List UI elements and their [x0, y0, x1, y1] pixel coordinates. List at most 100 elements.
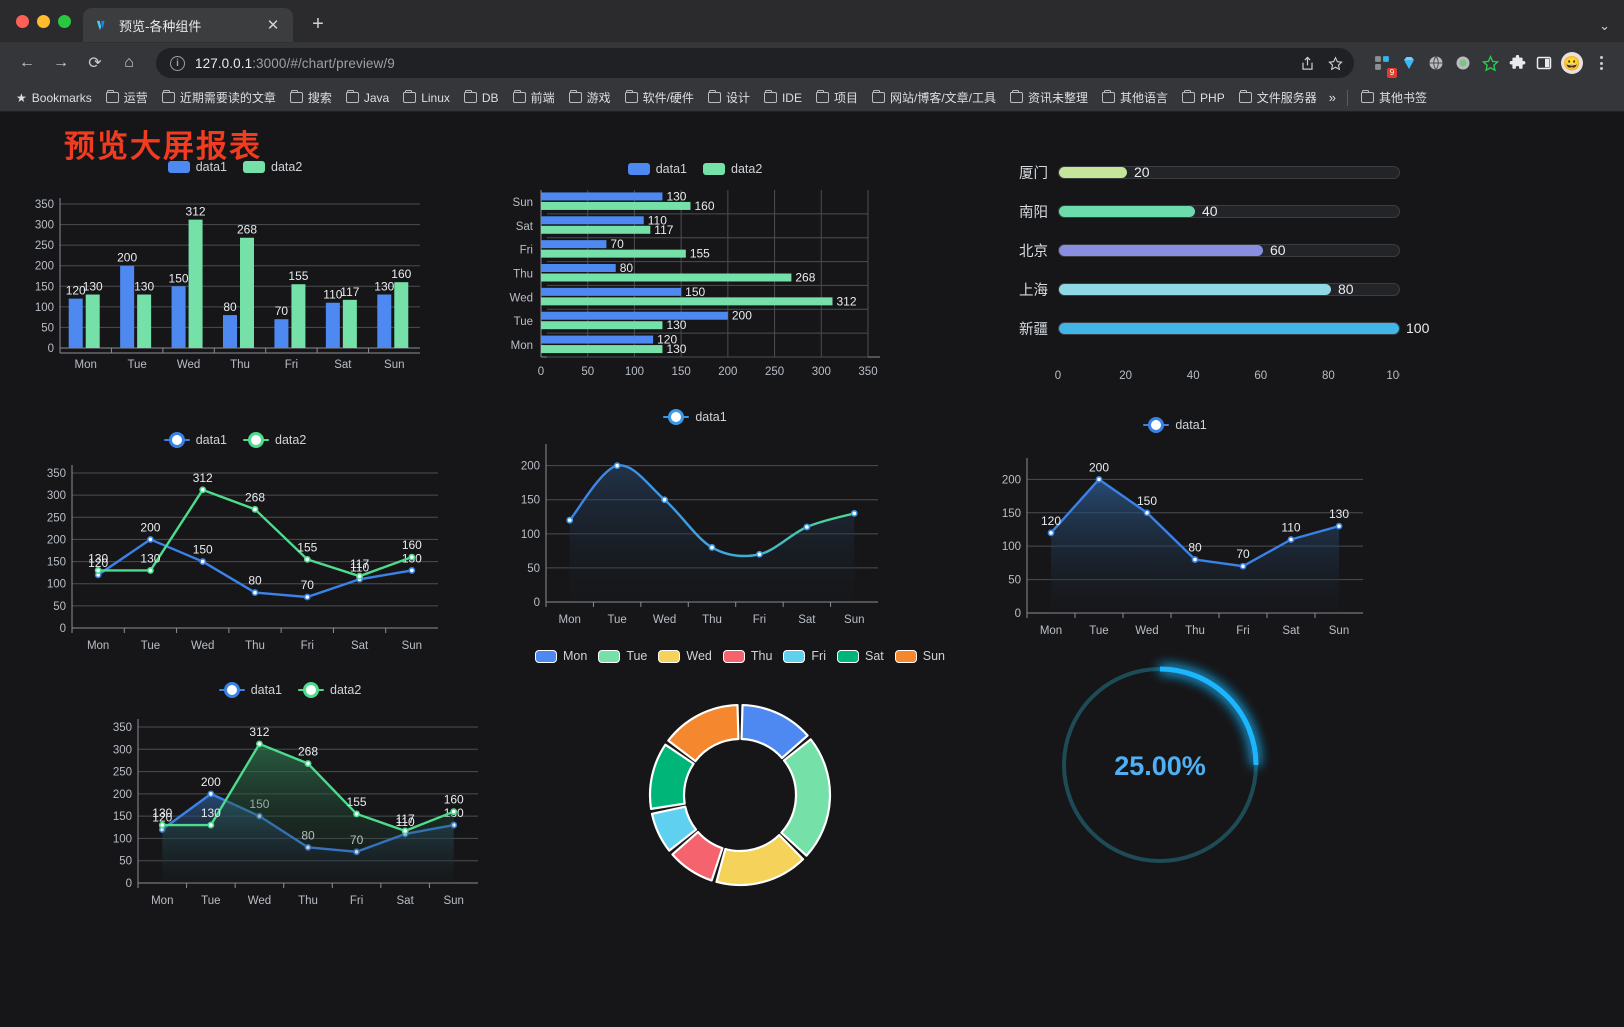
legend-item-mon[interactable]: Mon	[534, 649, 587, 663]
legend-item-thu[interactable]: Thu	[722, 649, 772, 663]
sidebar-icon[interactable]	[1534, 53, 1554, 73]
legend-swatch-icon	[722, 649, 745, 663]
bookmark-folder[interactable]: 搜索	[284, 87, 338, 108]
share-icon[interactable]	[1294, 50, 1320, 76]
y-tick-label: 50	[41, 322, 54, 334]
data-point	[1095, 475, 1103, 483]
back-button[interactable]: ←	[19, 54, 35, 71]
folder-icon	[707, 89, 721, 103]
progress-track[interactable]: 60	[1058, 242, 1400, 258]
bookmark-star-icon[interactable]	[1322, 50, 1348, 76]
bookmark-folder[interactable]: Java	[340, 89, 395, 107]
bookmark-folder[interactable]: 前端	[507, 87, 561, 108]
reload-button[interactable]: ⟳	[88, 55, 102, 72]
legend-label: Wed	[686, 649, 712, 663]
bookmarks-bar: ★ Bookmarks 运营 近期需要读的文章 搜索 Java Linux DB…	[0, 84, 1624, 112]
point-value-label: 80	[248, 574, 262, 588]
bookmark-folder[interactable]: 其他语言	[1096, 87, 1174, 108]
address-bar[interactable]: i 127.0.0.1:3000/#/chart/preview/9	[156, 48, 1354, 78]
legend-label: data1	[655, 162, 687, 176]
bookmark-folder[interactable]: Linux	[397, 89, 456, 107]
point-value-label: 130	[152, 806, 172, 820]
star-outline-green-icon[interactable]	[1480, 53, 1500, 73]
progress-track[interactable]: 100	[1058, 320, 1429, 336]
bookmark-folder[interactable]: 近期需要读的文章	[156, 87, 282, 108]
gauge-arc	[1159, 666, 1259, 766]
home-button[interactable]: ⌂	[124, 54, 134, 71]
legend-item-tue[interactable]: Tue	[598, 649, 647, 663]
legend-item-sat[interactable]: Sat	[837, 649, 884, 663]
bookmark-folder[interactable]: 设计	[702, 87, 756, 108]
legend-item-data1[interactable]: data1	[1143, 417, 1207, 433]
bookmark-folder[interactable]: PHP	[1176, 89, 1231, 107]
bar	[85, 294, 100, 348]
progress-label: 厦门	[1019, 165, 1048, 182]
progress-track[interactable]: 20	[1058, 164, 1400, 180]
browser-menu-icon[interactable]	[1590, 56, 1612, 70]
bookmarks-overflow-button[interactable]: »	[1328, 90, 1336, 105]
bookmark-folder[interactable]: 运营	[100, 87, 154, 108]
y-tick-label: 250	[113, 767, 132, 779]
bar-value-label: 110	[648, 213, 667, 227]
x-tick-label: Sat	[798, 614, 816, 626]
progress-label: 新疆	[1019, 321, 1048, 338]
circle-green-icon[interactable]	[1453, 53, 1473, 73]
bar	[541, 321, 663, 330]
progress-track[interactable]: 40	[1058, 203, 1400, 219]
browser-tab[interactable]: 预览-各种组件 ✕	[83, 8, 293, 42]
legend-item-sun[interactable]: Sun	[894, 649, 945, 663]
bookmark-folder[interactable]: IDE	[758, 89, 808, 107]
bookmark-folder[interactable]: DB	[458, 89, 505, 107]
bookmark-folder[interactable]: 软件/硬件	[619, 87, 700, 108]
y-tick-label: 0	[60, 623, 66, 635]
x-tick-label: 40	[1187, 370, 1200, 382]
other-bookmarks-folder[interactable]: 其他书签	[1355, 87, 1433, 108]
bar-value-label: 150	[685, 285, 705, 299]
site-info-icon[interactable]: i	[170, 55, 185, 71]
legend-item-fri[interactable]: Fri	[783, 649, 826, 663]
bookmark-folder[interactable]: 游戏	[563, 87, 617, 108]
close-window-button[interactable]	[16, 14, 29, 28]
bookmark-folder[interactable]: 项目	[810, 87, 864, 108]
globe-icon[interactable]	[1426, 53, 1446, 73]
legend-item-data1[interactable]: data1	[163, 432, 227, 448]
forward-button[interactable]: →	[53, 54, 69, 71]
bookmark-folder[interactable]: 文件服务器	[1233, 87, 1323, 108]
legend-label: Sat	[865, 649, 884, 663]
extensions-grid-icon[interactable]: 9	[1372, 53, 1397, 78]
bookmark-folder[interactable]: 网站/博客/文章/工具	[866, 87, 1002, 108]
folder-icon	[871, 89, 885, 103]
legend-item-data2[interactable]: data2	[243, 160, 302, 174]
legend-item-data1[interactable]: data1	[167, 160, 227, 174]
bookmark-folder[interactable]: 资讯未整理	[1004, 87, 1094, 108]
progress-track[interactable]: 80	[1058, 281, 1400, 297]
puzzle-icon[interactable]	[1507, 53, 1527, 73]
legend-swatch-icon	[894, 649, 917, 663]
legend-item-data1[interactable]: data1	[218, 682, 282, 698]
diamond-icon[interactable]	[1399, 53, 1419, 73]
maximize-window-button[interactable]	[58, 14, 71, 28]
x-tick-label: 100	[625, 366, 644, 378]
progress-row: 厦门 20	[1000, 160, 1400, 184]
profile-avatar[interactable]: 😀	[1561, 52, 1583, 74]
donut-chart-canvas	[648, 703, 832, 887]
point-value-label: 120	[88, 556, 108, 570]
legend-item-wed[interactable]: Wed	[658, 649, 712, 663]
x-tick-label: 50	[581, 366, 594, 378]
tab-list-chevron-icon[interactable]: ⌄	[1599, 18, 1610, 33]
y-tick-label: 250	[35, 240, 54, 252]
legend-item-data2[interactable]: data2	[703, 162, 762, 176]
point-value-label: 110	[396, 815, 415, 829]
legend-item-data1[interactable]: data1	[663, 409, 727, 425]
minimize-window-button[interactable]	[37, 14, 50, 28]
legend-item-data1[interactable]: data1	[627, 162, 687, 176]
progress-value: 40	[1202, 203, 1218, 219]
bookmark-label: 其他语言	[1120, 91, 1169, 105]
legend-item-data2[interactable]: data2	[243, 432, 306, 448]
new-tab-button[interactable]: +	[312, 12, 324, 35]
close-tab-button[interactable]: ✕	[266, 17, 280, 34]
legend-item-data2[interactable]: data2	[298, 682, 361, 698]
point-value-label: 70	[1236, 547, 1250, 561]
gradient-line-canvas: 0 50 100 150 200 Mon Tue Wed Thu Fri Sat Sun	[521, 444, 878, 626]
bookmarks-root[interactable]: ★ Bookmarks	[10, 89, 98, 107]
